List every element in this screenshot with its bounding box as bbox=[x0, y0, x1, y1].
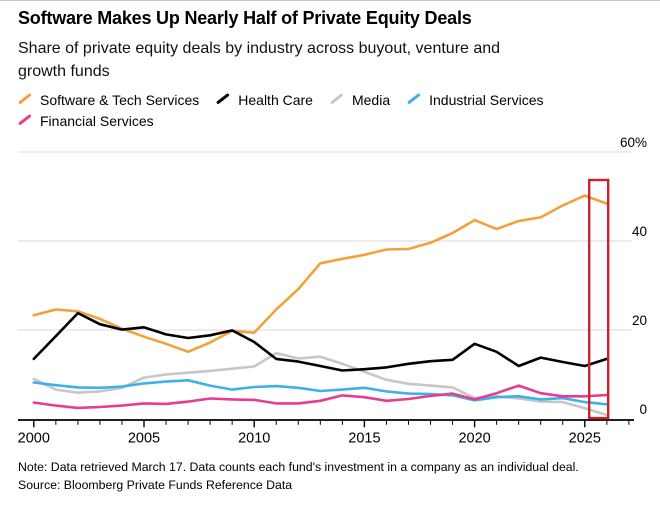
x-tick-label: 2015 bbox=[348, 431, 380, 447]
legend-item-industrial: Industrial Services bbox=[407, 91, 544, 108]
chart-subtitle: Share of private equity deals by industr… bbox=[18, 37, 618, 83]
x-axis-labels: 2000 2005 2010 2015 2020 2025 bbox=[18, 431, 601, 447]
series-line-industrial-services bbox=[32, 379, 609, 406]
gridlines bbox=[18, 151, 631, 331]
top-divider bbox=[0, 0, 660, 1]
legend-row-2: Financial Services bbox=[17, 110, 638, 131]
chart-source: Source: Bloomberg Private Funds Referenc… bbox=[18, 478, 293, 492]
line-chart: 60% 40 20 0 2000 2005 2010 2015 2020 2025 bbox=[18, 135, 647, 447]
line-swatch-icon bbox=[329, 92, 344, 105]
legend-label-software: Software & Tech Services bbox=[40, 91, 200, 108]
series-line-software-tech-services bbox=[32, 194, 609, 354]
chart-note: Note: Data retrieved March 17. Data coun… bbox=[18, 460, 579, 474]
legend-label-industrial: Industrial Services bbox=[429, 91, 544, 108]
legend-label-health-care: Health Care bbox=[238, 91, 313, 108]
chart-subtitle-line1: Share of private equity deals by industr… bbox=[18, 40, 501, 57]
x-axis bbox=[18, 419, 634, 428]
x-tick-label: 2005 bbox=[128, 431, 160, 447]
x-tick-label: 2020 bbox=[458, 431, 490, 447]
series-line-health-care bbox=[32, 311, 609, 372]
legend-item-health-care: Health Care bbox=[216, 92, 313, 108]
x-tick-label: 2010 bbox=[238, 431, 270, 447]
series-line-financial-services bbox=[32, 384, 609, 410]
chart-subtitle-line2: growth funds bbox=[18, 63, 110, 80]
legend-item-financial: Financial Services bbox=[17, 112, 154, 129]
legend-label-media: Media bbox=[351, 91, 391, 108]
line-swatch-icon bbox=[17, 113, 32, 126]
page-title: Software Makes Up Nearly Half of Private… bbox=[18, 8, 472, 28]
chart-legend: Software & Tech Services Health Care Med… bbox=[17, 89, 638, 131]
legend-row-1: Software & Tech Services Health Care Med… bbox=[17, 89, 638, 110]
highlight-box bbox=[588, 178, 610, 420]
y-tick-label: 20 bbox=[632, 313, 647, 328]
y-axis-labels: 60% 40 20 0 bbox=[620, 135, 647, 417]
x-tick-label: 2000 bbox=[18, 431, 50, 447]
x-tick-label: 2025 bbox=[569, 431, 601, 447]
y-tick-label: 60% bbox=[620, 135, 647, 150]
line-swatch-icon bbox=[17, 92, 32, 105]
y-tick-label: 40 bbox=[632, 224, 647, 239]
legend-item-media: Media bbox=[329, 91, 391, 108]
line-swatch-icon bbox=[216, 92, 231, 105]
legend-item-software: Software & Tech Services bbox=[17, 91, 200, 108]
y-tick-label: 0 bbox=[639, 402, 647, 417]
legend-label-financial: Financial Services bbox=[40, 112, 154, 129]
line-swatch-icon bbox=[407, 92, 421, 105]
